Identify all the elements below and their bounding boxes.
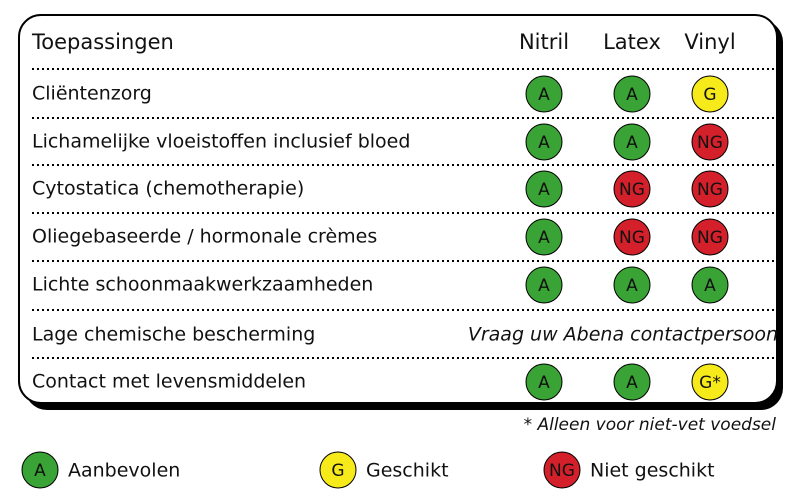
rating-text: A — [626, 85, 638, 105]
rating-text: NG — [619, 228, 645, 248]
legend-circle — [319, 451, 357, 489]
rating-circle — [613, 75, 651, 113]
rating-text: A — [626, 133, 638, 153]
rating-text: G* — [699, 373, 721, 393]
rating-circle — [691, 266, 729, 304]
header-cell: Nitril — [519, 30, 569, 54]
rating-text: A — [538, 180, 550, 200]
rating-circle — [613, 266, 651, 304]
header-cell: Toepassingen — [31, 30, 174, 54]
rating-text: A — [626, 373, 638, 393]
footnote: * Alleen voor niet-vet voedsel — [524, 415, 777, 435]
rating-circle — [613, 123, 651, 161]
header-cell: Vinyl — [684, 30, 735, 54]
rating-text: A — [538, 276, 550, 296]
rating-circle — [525, 363, 563, 401]
legend-text: A — [34, 461, 46, 481]
rating-text: NG — [697, 133, 723, 153]
row-label: Lichte schoonmaakwerkzaamheden — [32, 274, 373, 296]
legend-text: NG — [549, 461, 575, 481]
legend-label: Niet geschikt — [590, 460, 715, 482]
row-label: Lage chemische bescherming — [32, 324, 315, 346]
rating-circle — [525, 75, 563, 113]
rating-text: A — [538, 373, 550, 393]
rating-circle — [525, 218, 563, 256]
rating-circle — [691, 170, 729, 208]
rating-text: NG — [697, 180, 723, 200]
rating-text: A — [538, 85, 550, 105]
rating-circle — [613, 170, 651, 208]
rating-circle — [691, 75, 729, 113]
rating-text: A — [704, 276, 716, 296]
legend-text: G — [331, 461, 344, 481]
header-cell: Latex — [603, 30, 661, 54]
row-label: Cytostatica (chemotherapie) — [32, 178, 304, 200]
row-label: Contact met levensmiddelen — [32, 371, 306, 393]
rating-circle — [613, 218, 651, 256]
rating-text: NG — [697, 228, 723, 248]
legend-label: Aanbevolen — [68, 460, 180, 482]
rating-circle — [613, 363, 651, 401]
legend-label: Geschikt — [366, 460, 449, 482]
rating-text: G — [703, 85, 716, 105]
rating-circle — [525, 170, 563, 208]
legend-circle — [21, 451, 59, 489]
rating-text: A — [538, 228, 550, 248]
rating-circle — [691, 123, 729, 161]
table-box — [18, 14, 778, 404]
rating-circle — [525, 123, 563, 161]
row-label: Cliëntenzorg — [32, 83, 152, 105]
row-label: Oliegebaseerde / hormonale crèmes — [32, 226, 377, 248]
rating-text: A — [626, 276, 638, 296]
row-note: Vraag uw Abena contactpersoon — [468, 324, 778, 346]
legend-circle — [543, 451, 581, 489]
rating-circle — [691, 363, 729, 401]
rating-circle — [525, 266, 563, 304]
row-label: Lichamelijke vloeistoffen inclusief bloe… — [32, 131, 410, 153]
rating-circle — [691, 218, 729, 256]
rating-text: A — [538, 133, 550, 153]
rating-text: NG — [619, 180, 645, 200]
